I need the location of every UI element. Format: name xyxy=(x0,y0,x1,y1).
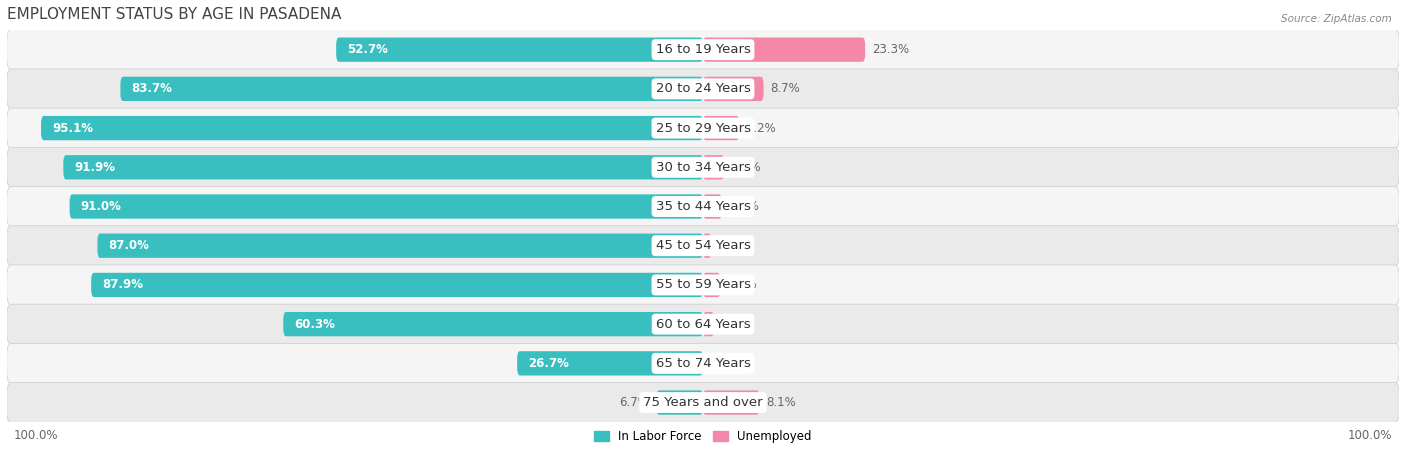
FancyBboxPatch shape xyxy=(7,265,1399,305)
FancyBboxPatch shape xyxy=(7,108,1399,148)
Text: 26.7%: 26.7% xyxy=(529,357,569,370)
FancyBboxPatch shape xyxy=(703,37,865,62)
Text: 87.9%: 87.9% xyxy=(103,278,143,291)
FancyBboxPatch shape xyxy=(703,312,714,336)
Text: 65 to 74 Years: 65 to 74 Years xyxy=(655,357,751,370)
Text: 25 to 29 Years: 25 to 29 Years xyxy=(655,122,751,134)
Text: 83.7%: 83.7% xyxy=(132,83,173,95)
Text: Source: ZipAtlas.com: Source: ZipAtlas.com xyxy=(1281,14,1392,23)
FancyBboxPatch shape xyxy=(7,382,1399,423)
FancyBboxPatch shape xyxy=(91,273,703,297)
Text: 5.2%: 5.2% xyxy=(747,122,776,134)
FancyBboxPatch shape xyxy=(7,226,1399,266)
Text: 1.6%: 1.6% xyxy=(721,318,751,331)
Text: EMPLOYMENT STATUS BY AGE IN PASADENA: EMPLOYMENT STATUS BY AGE IN PASADENA xyxy=(7,7,342,22)
Text: 2.5%: 2.5% xyxy=(727,278,756,291)
FancyBboxPatch shape xyxy=(336,37,703,62)
Text: 2.7%: 2.7% xyxy=(728,200,759,213)
FancyBboxPatch shape xyxy=(7,187,1399,226)
FancyBboxPatch shape xyxy=(703,194,721,219)
Text: 16 to 19 Years: 16 to 19 Years xyxy=(655,43,751,56)
FancyBboxPatch shape xyxy=(7,147,1399,187)
Text: 35 to 44 Years: 35 to 44 Years xyxy=(655,200,751,213)
FancyBboxPatch shape xyxy=(7,304,1399,344)
Text: 91.9%: 91.9% xyxy=(75,161,115,174)
Text: 75 Years and over: 75 Years and over xyxy=(643,396,763,409)
FancyBboxPatch shape xyxy=(121,77,703,101)
FancyBboxPatch shape xyxy=(41,116,703,140)
Text: 6.7%: 6.7% xyxy=(620,396,650,409)
FancyBboxPatch shape xyxy=(657,391,703,415)
Text: 100.0%: 100.0% xyxy=(14,429,59,442)
Text: 8.1%: 8.1% xyxy=(766,396,796,409)
Text: 52.7%: 52.7% xyxy=(347,43,388,56)
FancyBboxPatch shape xyxy=(703,155,724,179)
FancyBboxPatch shape xyxy=(97,234,703,258)
FancyBboxPatch shape xyxy=(703,273,720,297)
Text: 45 to 54 Years: 45 to 54 Years xyxy=(655,239,751,252)
FancyBboxPatch shape xyxy=(283,312,703,336)
Text: 3.0%: 3.0% xyxy=(731,161,761,174)
Text: 1.2%: 1.2% xyxy=(718,239,748,252)
Text: 0.0%: 0.0% xyxy=(710,357,740,370)
FancyBboxPatch shape xyxy=(69,194,703,219)
FancyBboxPatch shape xyxy=(7,343,1399,383)
Text: 8.7%: 8.7% xyxy=(770,83,800,95)
Text: 100.0%: 100.0% xyxy=(1347,429,1392,442)
Text: 30 to 34 Years: 30 to 34 Years xyxy=(655,161,751,174)
Text: 91.0%: 91.0% xyxy=(80,200,121,213)
Legend: In Labor Force, Unemployed: In Labor Force, Unemployed xyxy=(589,425,817,448)
Text: 95.1%: 95.1% xyxy=(52,122,93,134)
Text: 23.3%: 23.3% xyxy=(872,43,910,56)
FancyBboxPatch shape xyxy=(517,351,703,376)
Text: 87.0%: 87.0% xyxy=(108,239,149,252)
FancyBboxPatch shape xyxy=(7,69,1399,109)
FancyBboxPatch shape xyxy=(703,234,711,258)
FancyBboxPatch shape xyxy=(703,116,740,140)
Text: 20 to 24 Years: 20 to 24 Years xyxy=(655,83,751,95)
FancyBboxPatch shape xyxy=(7,30,1399,69)
FancyBboxPatch shape xyxy=(703,77,763,101)
Text: 55 to 59 Years: 55 to 59 Years xyxy=(655,278,751,291)
Text: 60.3%: 60.3% xyxy=(294,318,335,331)
FancyBboxPatch shape xyxy=(703,391,759,415)
FancyBboxPatch shape xyxy=(63,155,703,179)
Text: 60 to 64 Years: 60 to 64 Years xyxy=(655,318,751,331)
